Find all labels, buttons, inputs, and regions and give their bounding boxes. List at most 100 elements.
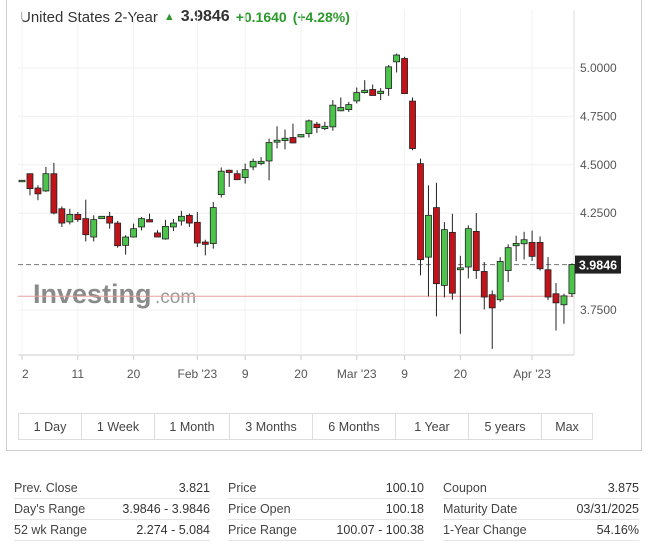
stat-label: 1-Year Change (443, 523, 527, 537)
candle-body (361, 89, 369, 93)
stat-row: 1-Year Change 54.16% (443, 520, 639, 541)
candle (114, 220, 122, 248)
range-button-1-day[interactable]: 1 Day (19, 414, 82, 439)
stat-label: Coupon (443, 481, 487, 495)
x-tick-label: Apr '23 (513, 367, 551, 381)
candle-body (130, 228, 137, 238)
price-change-percent: (+4.28%) (292, 9, 350, 25)
candle-body (528, 242, 536, 257)
stat-value: 3.875 (607, 481, 639, 495)
candle-body (98, 215, 106, 220)
candle (26, 173, 34, 196)
x-tick-label: 20 (454, 367, 468, 381)
current-price-badge (575, 255, 621, 274)
range-button-6-months[interactable]: 6 Months (313, 414, 396, 439)
candle (353, 87, 361, 104)
range-button-1-week[interactable]: 1 Week (82, 414, 155, 439)
stat-label: Day's Range (14, 502, 86, 516)
x-tick-label: 9 (401, 367, 408, 381)
candle (321, 121, 329, 131)
stat-row: Price 100.10 (228, 478, 424, 499)
range-button-3-months[interactable]: 3 Months (230, 414, 313, 439)
candle (42, 166, 50, 192)
candle-body (273, 139, 281, 143)
range-button-1-month[interactable]: 1 Month (155, 414, 230, 439)
candle (185, 213, 193, 227)
candle-body (138, 218, 145, 228)
candle-body (401, 58, 408, 94)
watermark-text: Investing (33, 279, 152, 309)
candle-body (58, 208, 66, 224)
stat-label: 52 wk Range (14, 523, 87, 537)
candle-body (472, 230, 480, 271)
range-button-5-years[interactable]: 5 years (469, 414, 542, 439)
stat-label: Maturity Date (443, 502, 518, 516)
candle-body (34, 187, 42, 195)
candle-body (337, 107, 345, 112)
candle (393, 53, 400, 73)
candle-body (353, 92, 361, 102)
candle (512, 235, 520, 262)
watermark-suffix: .com (155, 287, 196, 308)
stat-row: Coupon 3.875 (443, 478, 639, 499)
candle-body (74, 213, 82, 220)
candle (472, 213, 480, 279)
candle-body (385, 66, 393, 89)
candle (170, 219, 177, 232)
candle-body (417, 163, 424, 261)
candle (233, 170, 241, 181)
stat-value: 2.274 - 5.084 (136, 523, 210, 537)
range-button-1-year[interactable]: 1 Year (396, 414, 469, 439)
y-tick-label: 5.0000 (580, 61, 617, 75)
candle (34, 185, 42, 201)
candle (568, 263, 576, 298)
candle-body (520, 239, 528, 245)
candle (273, 126, 281, 149)
candle (385, 65, 393, 96)
stat-row: 52 wk Range 2.274 - 5.084 (14, 520, 210, 541)
candle-body (106, 215, 114, 224)
candle (552, 283, 560, 331)
candle-body (560, 295, 568, 306)
stats-column: Coupon 3.875 Maturity Date 03/31/2025 1-Year… (443, 478, 639, 541)
candle (480, 261, 488, 310)
candle (464, 225, 472, 279)
arrow-up-icon: ▲ (163, 11, 175, 23)
candle (528, 230, 536, 262)
candle-body (154, 232, 161, 238)
candle (289, 123, 297, 144)
range-button-max[interactable]: Max (555, 419, 579, 434)
candle-body (257, 160, 265, 165)
candle (433, 182, 440, 317)
stat-row: Price Open 100.18 (228, 499, 424, 520)
candle-body (441, 229, 448, 286)
instrument-header: United States 2-Year ▲ 3.9846 +0.1640 (+… (20, 8, 350, 26)
candle (66, 208, 74, 225)
candle (544, 257, 552, 301)
stat-value: 100.07 - 100.38 (336, 523, 424, 537)
candle (329, 100, 337, 131)
candle-body (90, 219, 98, 238)
x-tick-label: 20 (294, 367, 308, 381)
candle-body (393, 54, 400, 63)
candle-body (146, 219, 153, 223)
candle (122, 235, 130, 255)
candle (90, 215, 98, 242)
candle (58, 206, 66, 227)
candle (146, 213, 153, 223)
candle-body (552, 293, 560, 304)
candle-body (185, 214, 193, 224)
candle (98, 215, 106, 220)
stat-label: Price (228, 481, 257, 495)
candle-body (448, 231, 456, 294)
candle (369, 84, 377, 96)
candle (257, 157, 265, 166)
candle (18, 179, 26, 183)
candle-body (233, 173, 241, 181)
candle (177, 210, 185, 226)
candle (138, 217, 145, 231)
candle-body (544, 269, 552, 298)
candle-body (369, 89, 377, 96)
candlestick-chart[interactable]: 5.0000 4.7500 4.5000 4.2500 3.7500 2 11 20 Feb '… (0, 0, 663, 410)
candle (409, 97, 416, 151)
